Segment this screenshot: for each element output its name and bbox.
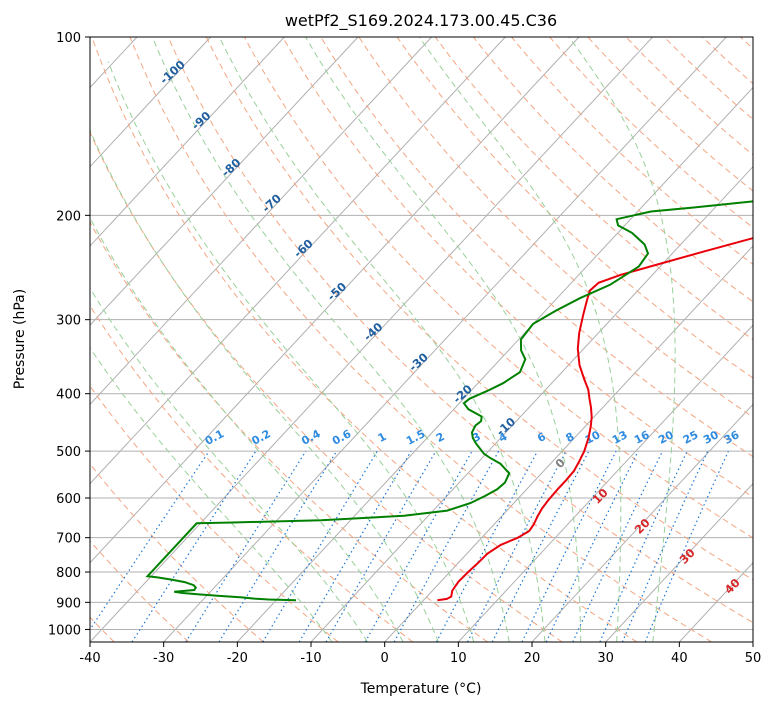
y-tick-label: 400: [56, 388, 81, 403]
y-tick-label: 700: [56, 532, 81, 547]
y-axis-label: Pressure (hPa): [12, 289, 28, 389]
x-tick-label: 30: [597, 651, 614, 666]
y-tick-label: 100: [56, 31, 81, 46]
y-tick-label: 600: [56, 492, 81, 507]
x-tick-label: 10: [450, 651, 467, 666]
x-tick-label: 50: [745, 651, 762, 666]
x-tick-label: -30: [153, 651, 174, 666]
x-tick-label: 40: [671, 651, 688, 666]
chart-title: wetPf2_S169.2024.173.00.45.C36: [285, 11, 557, 31]
x-tick-label: -40: [79, 651, 100, 666]
y-tick-label: 800: [56, 566, 81, 581]
x-tick-label: 0: [381, 651, 389, 666]
x-tick-label: 20: [524, 651, 541, 666]
y-tick-label: 200: [56, 209, 81, 224]
x-axis-label: Temperature (°C): [360, 681, 482, 697]
y-tick-label: 900: [56, 596, 81, 611]
x-tick-label: -10: [300, 651, 321, 666]
y-tick-label: 500: [56, 445, 81, 460]
y-tick-label: 300: [56, 314, 81, 329]
y-tick-label: 1000: [48, 623, 81, 638]
x-tick-label: -20: [227, 651, 248, 666]
